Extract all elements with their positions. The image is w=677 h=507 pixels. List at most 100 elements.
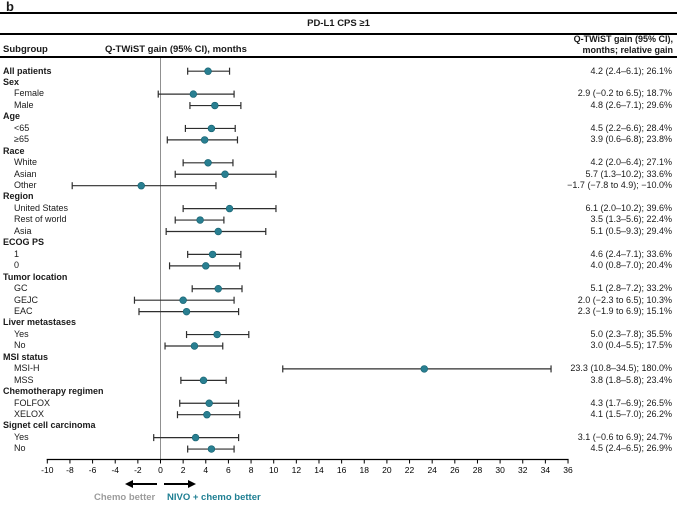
chemo-better-arrow (125, 480, 157, 488)
subgroup-label: MSI-H (14, 363, 40, 374)
ci-marker (214, 227, 222, 236)
ci-marker (214, 285, 222, 293)
title-rule (0, 33, 677, 35)
row-value: 4.8 (2.6–7.1); 29.6% (590, 99, 672, 110)
subgroup-label: Rest of world (14, 214, 67, 225)
x-axis-tick-label: 34 (541, 465, 551, 475)
ci-marker (196, 216, 204, 224)
row-value: 3.8 (1.8–5.8); 23.4% (590, 374, 672, 385)
x-axis-tick-label: 26 (450, 465, 460, 475)
column-header-plot: Q-TWiST gain (95% CI), months (105, 44, 247, 55)
subgroup-label: Asian (14, 168, 37, 179)
subgroup-label: ≥65 (14, 134, 29, 145)
row-value: 3.9 (0.6–6.8); 23.8% (590, 134, 672, 145)
ci-marker (202, 262, 210, 270)
subgroup-label: Yes (14, 328, 29, 339)
subgroup-label: Other (14, 180, 37, 190)
subgroup-label: Sex (3, 76, 20, 87)
row-value: 2.3 (−1.9 to 6.9); 15.1% (577, 305, 672, 316)
figure-title: PD-L1 CPS ≥1 (307, 18, 370, 29)
ci-marker (204, 67, 212, 75)
subgroup-label: No (14, 340, 26, 351)
x-axis-tick-label: -4 (111, 465, 119, 475)
row-value: 4.5 (2.2–6.6); 28.4% (590, 122, 672, 133)
row-value: 4.1 (1.5–7.0); 26.2% (590, 409, 672, 419)
subgroup-label: GC (14, 283, 28, 294)
row-value: 3.0 (0.4–5.5); 17.5% (590, 340, 672, 351)
row-value: 4.5 (2.4–6.5); 26.9% (590, 443, 672, 454)
x-axis-tick-label: 20 (382, 465, 392, 475)
row-value: 6.1 (2.0–10.2); 39.6% (585, 202, 672, 213)
top-rule (0, 12, 677, 14)
nivo-chemo-better-label: NIVO + chemo better (167, 492, 261, 503)
x-axis-tick-label: 22 (405, 465, 415, 475)
row-value: 5.7 (1.3–10.2); 33.6% (585, 168, 672, 179)
subgroup-label: Male (14, 99, 34, 110)
subgroup-label: MSI status (3, 351, 49, 362)
row-value: 3.5 (1.3–5.6); 22.4% (590, 214, 672, 225)
subgroup-label: Female (14, 88, 45, 99)
ci-marker (137, 182, 145, 190)
x-axis-tick-label: 0 (158, 465, 163, 475)
subgroup-label: <65 (14, 122, 30, 133)
subgroup-label: 0 (14, 260, 20, 271)
ci-marker (207, 445, 216, 453)
row-value: 23.3 (10.8–34.5); 180.0% (570, 363, 672, 374)
x-axis-tick-label: 8 (249, 465, 254, 475)
row-value: −1.7 (−7.8 to 4.9); −10.0% (567, 180, 672, 190)
subgroup-label: FOLFOX (14, 397, 51, 408)
nivo-better-arrow (164, 480, 196, 488)
subgroup-label: GEJC (14, 294, 39, 305)
subgroup-label: Age (3, 111, 21, 122)
ci-marker (203, 411, 211, 419)
subgroup-label: 1 (14, 248, 20, 259)
subgroup-label: Liver metastases (3, 317, 77, 328)
subgroup-label: Race (3, 145, 25, 156)
x-axis-tick-label: 36 (563, 465, 573, 475)
panel-label: b (6, 0, 14, 14)
x-axis-tick-label: 32 (518, 465, 528, 475)
subgroup-label: Asia (14, 225, 32, 236)
ci-marker (189, 90, 198, 98)
x-axis-tick-label: 2 (181, 465, 186, 475)
row-value: 4.2 (2.0–6.4); 27.1% (590, 157, 672, 168)
row-value: 4.6 (2.4–7.1); 33.6% (590, 248, 672, 259)
x-axis-tick-label: 18 (360, 465, 370, 475)
x-axis-tick-label: 12 (292, 465, 302, 475)
row-value: 4.3 (1.7–6.9); 26.5% (590, 397, 672, 408)
ci-marker (179, 296, 187, 304)
ci-marker (221, 170, 229, 178)
x-axis-tick-label: -8 (66, 465, 74, 475)
x-axis-tick-label: 4 (203, 465, 208, 475)
ci-marker (207, 124, 216, 133)
x-axis-tick-label: -6 (89, 465, 97, 475)
subgroup-label: Signet cell carcinoma (3, 420, 96, 431)
row-value: 4.2 (2.4–6.1); 26.1% (590, 65, 672, 76)
ci-marker (190, 342, 199, 350)
subgroup-label: Region (3, 191, 34, 202)
x-axis-tick-label: 30 (495, 465, 505, 475)
subgroup-label: Yes (14, 431, 29, 442)
ci-marker (211, 101, 219, 110)
chemo-better-label: Chemo better (94, 492, 156, 503)
subgroup-label: Chemotherapy regimen (3, 386, 104, 397)
x-axis-tick-label: 6 (226, 465, 231, 475)
row-value: 5.1 (0.5–9.3); 29.4% (590, 225, 672, 236)
subgroup-label: White (14, 157, 38, 168)
ci-marker (191, 433, 200, 442)
subgroup-label: No (14, 443, 26, 454)
column-header-values: Q-TWiST gain (95% CI), months; relative … (573, 34, 673, 55)
ci-marker (199, 376, 208, 385)
x-axis-tick-label: 16 (337, 465, 347, 475)
row-value: 5.1 (2.8–7.2); 33.2% (590, 283, 672, 294)
subgroup-label: United States (14, 202, 69, 213)
ci-marker (225, 204, 234, 213)
ci-marker (208, 250, 217, 259)
x-axis-tick-label: 14 (314, 465, 324, 475)
x-axis-tick-label: -2 (134, 465, 142, 475)
row-value: 4.0 (0.8–7.0); 20.4% (590, 260, 672, 271)
row-value: 2.9 (−0.2 to 6.5); 18.7% (577, 88, 672, 99)
subgroup-label: MSS (14, 374, 34, 385)
